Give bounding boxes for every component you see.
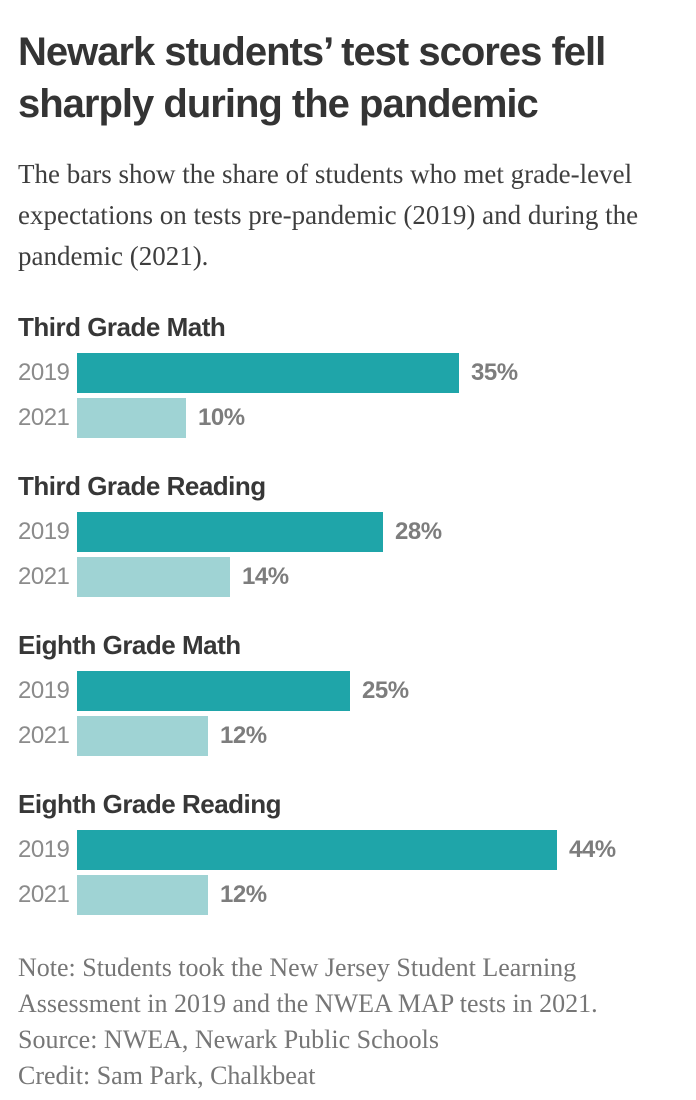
bar-group: Eighth Grade Reading 2019 44% 2021 12% [18, 790, 678, 915]
year-label: 2019 [18, 518, 70, 545]
value-label: 28% [395, 518, 442, 545]
bar-group: Eighth Grade Math 2019 25% 2021 12% [18, 631, 678, 756]
bar-2019 [77, 830, 557, 870]
year-label: 2021 [18, 563, 70, 590]
year-label: 2019 [18, 836, 70, 863]
value-label: 10% [198, 404, 245, 431]
footer-credit: Credit: Sam Park, Chalkbeat [18, 1061, 316, 1090]
chart-subtitle: The bars show the share of students who … [18, 159, 639, 271]
bar-group-title: Eighth Grade Reading [18, 789, 282, 819]
bar-group: Third Grade Reading 2019 28% 2021 14% [18, 472, 678, 597]
year-label: 2019 [18, 359, 70, 386]
value-label: 35% [471, 359, 518, 386]
bar-2021 [77, 557, 230, 597]
bar-2019 [77, 353, 459, 393]
value-label: 25% [362, 677, 409, 704]
bar-row: 2019 44% [18, 830, 678, 870]
chart-title-line-2: sharply during the pandemic [18, 82, 539, 126]
bar-2021 [77, 875, 208, 915]
value-label: 12% [220, 722, 267, 749]
bar-2019 [77, 671, 350, 711]
bar-row: 2021 12% [18, 875, 678, 915]
value-label: 14% [242, 563, 289, 590]
bar-2021 [77, 716, 208, 756]
bar-row: 2021 12% [18, 716, 678, 756]
bar-group-title: Third Grade Reading [18, 471, 266, 501]
footer-source: Source: NWEA, Newark Public Schools [18, 1025, 439, 1054]
value-label: 12% [220, 881, 267, 908]
chart-title: Newark students’ test scores fell sharpl… [18, 26, 678, 130]
bar-group-title: Eighth Grade Math [18, 630, 241, 660]
bar-row: 2021 14% [18, 557, 678, 597]
chart-footer: Note: Students took the New Jersey Stude… [18, 950, 682, 1094]
footer-note: Note: Students took the New Jersey Stude… [18, 953, 598, 1018]
chart-title-line-1: Newark students’ test scores fell [18, 30, 606, 74]
value-label: 44% [569, 836, 616, 863]
year-label: 2021 [18, 404, 70, 431]
year-label: 2021 [18, 881, 70, 908]
bar-2019 [77, 512, 383, 552]
chart: Third Grade Math 2019 35% 2021 10% Third Grad… [18, 313, 678, 915]
bar-row: 2019 25% [18, 671, 678, 711]
year-label: 2019 [18, 677, 70, 704]
bar-group-title: Third Grade Math [18, 312, 226, 342]
bar-2021 [77, 398, 186, 438]
bar-row: 2019 28% [18, 512, 678, 552]
bar-row: 2021 10% [18, 398, 678, 438]
bar-group: Third Grade Math 2019 35% 2021 10% [18, 313, 678, 438]
bar-row: 2019 35% [18, 353, 678, 393]
year-label: 2021 [18, 722, 70, 749]
